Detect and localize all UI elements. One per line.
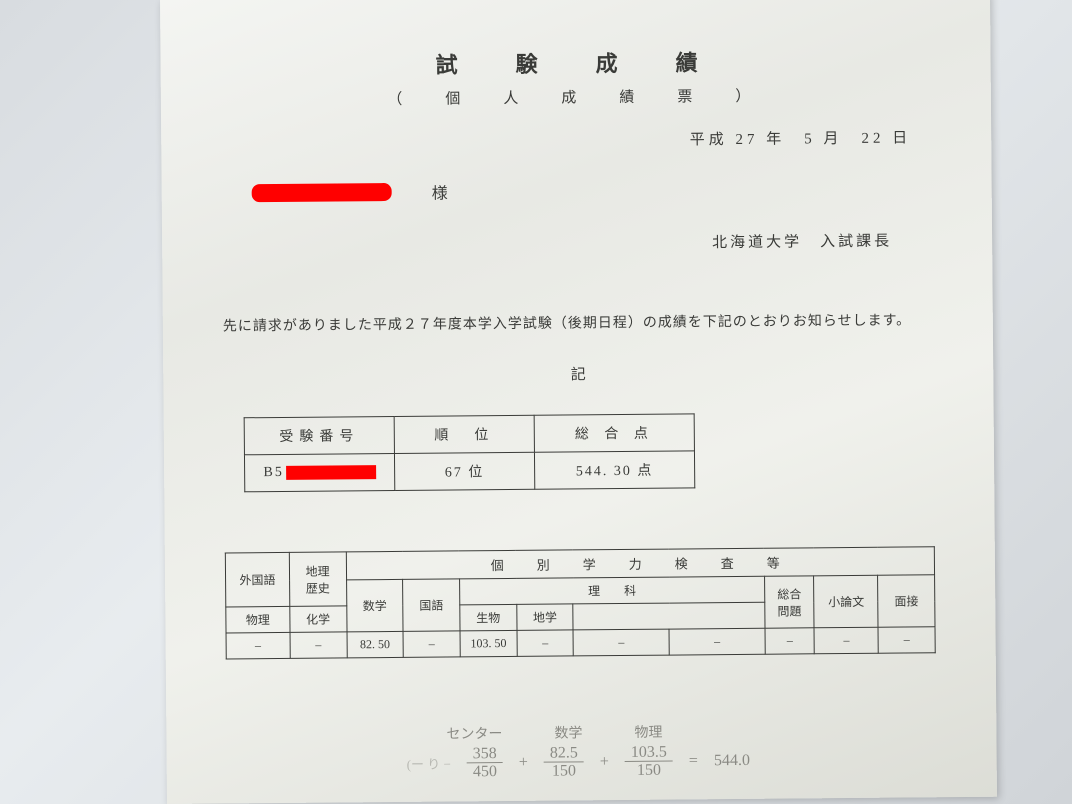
exam-no-prefix: B5 [263,465,283,480]
col-kokugo: 国語 [403,579,460,631]
title-main: 試 験 成 績 [200,43,950,82]
col-chemistry: 化学 [290,606,347,632]
hw-label-math: 数学 [554,722,582,742]
val-sougou: – [765,628,815,654]
col-physics: 物理 [226,607,290,634]
exam-no-cell: B5 [244,454,394,492]
hw-op: + [600,753,609,771]
col-science: 理 科 [460,577,765,606]
honorific: 様 [432,179,448,203]
redacted-exam-no [286,465,376,480]
col-math: 数学 [346,580,403,632]
hw-den: 150 [631,762,667,780]
val-math: 82. 50 [347,632,404,658]
val-chemistry: – [517,630,574,656]
hw-frac-2: 103.5 150 [625,743,673,780]
document-paper: 試 験 成 績 （ 個 人 成 績 票 ） 平成 27 年 5 月 22 日 様… [160,0,997,804]
col-interview: 面接 [878,575,935,627]
col-foreign: 外国語 [225,553,289,608]
summary-table: 受験番号 順 位 総 合 点 B5 67 位 544. 30 点 [244,414,696,493]
val-physics: 103. 50 [460,631,517,657]
addressee-line: 様 [252,175,952,205]
total-cell: 544. 30 点 [534,451,694,489]
col-geology: 地学 [516,604,573,630]
hw-den: 450 [467,763,503,781]
hw-num: 103.5 [625,743,673,762]
hw-op: = [689,752,698,770]
rank-cell: 67 位 [394,453,534,491]
hw-formula: (ー り − 358 450 + 82.5 150 + 103.5 150 = … [407,742,887,782]
hw-labels: センター 数学 物理 [446,720,886,744]
hw-op: + [519,754,528,772]
val-essay: – [814,628,878,655]
val-geohist: – [290,632,347,658]
hw-frac-1: 82.5 150 [544,744,584,781]
hw-result: 544.0 [714,752,750,770]
val-geology: – [669,629,765,656]
val-foreign: – [226,633,290,660]
col-exam-no: 受験番号 [244,417,394,455]
issue-date: 平成 27 年 5 月 22 日 [201,126,951,154]
table-row: 受験番号 順 位 総 合 点 [244,414,694,455]
issuer: 北海道大学 入試課長 [202,229,952,257]
col-essay: 小論文 [814,576,878,629]
col-geohist: 地理 歴史 [289,552,346,606]
redacted-name [252,183,392,202]
table-row: – – 82. 50 – 103. 50 – – – – – – [226,627,935,659]
hw-left-note: (ー り − [407,754,451,773]
hw-frac-0: 358 450 [467,745,503,782]
col-total: 総 合 点 [534,414,694,452]
hw-num: 358 [467,745,503,764]
handwritten-notes: センター 数学 物理 (ー り − 358 450 + 82.5 150 + 1… [406,720,886,782]
val-kokugo: – [403,631,460,657]
title-sub: （ 個 人 成 績 票 ） [201,83,951,111]
hw-den: 150 [546,763,582,781]
val-biology: – [573,629,669,656]
detail-table: 外国語 地理 歴史 個 別 学 力 検 査 等 数学 国語 理 科 総合 問題 … [225,547,936,660]
ki-marker: 記 [203,360,953,388]
hw-label-center: センター [446,723,502,743]
col-rank: 順 位 [394,416,534,454]
col-biology: 生物 [460,605,517,631]
body-text: 先に請求がありました平成２７年度本学入学試験（後期日程）の成績を下記のとおりお知… [223,310,933,339]
hw-num: 82.5 [544,744,584,763]
col-sougou: 総合 問題 [764,576,814,628]
hw-label-physics: 物理 [634,721,662,741]
val-interview: – [878,627,935,653]
table-row: B5 67 位 544. 30 点 [244,451,694,492]
